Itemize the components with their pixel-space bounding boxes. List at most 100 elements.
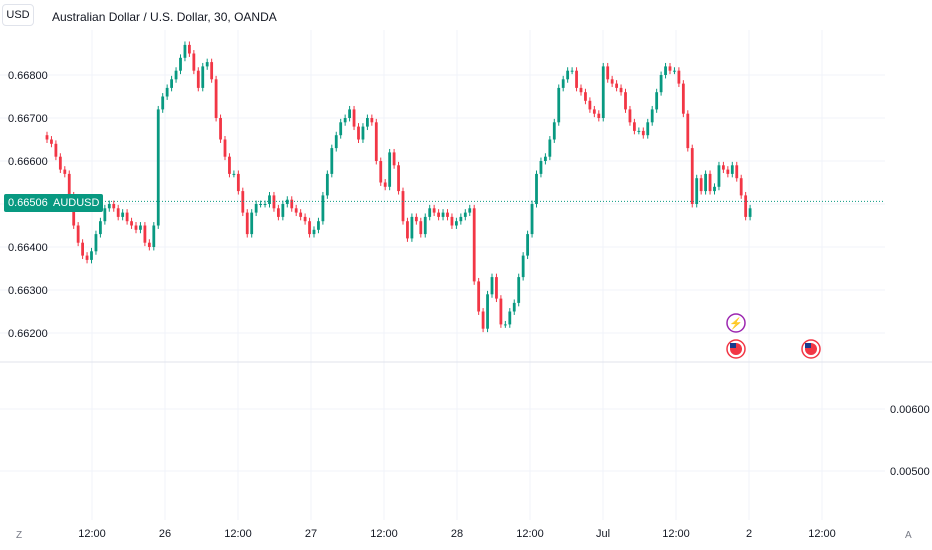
candle-body [201,66,205,88]
candle-body [107,204,111,209]
candle-body [472,208,476,282]
candle-body [615,83,618,88]
lightning-icon[interactable] [726,313,746,333]
candle-body [90,251,93,260]
candle-body [379,161,383,183]
candle-body [579,87,583,93]
candle-body [681,83,685,114]
candle-body [713,186,716,192]
time-tick-label: 12:00 [808,528,836,540]
candle-body [205,62,209,67]
time-tick-label: 2 [746,528,752,540]
candle-body [50,139,53,144]
candle-body [463,212,467,217]
candlestick-series [45,41,752,333]
price-tick-label: 0.66400 [8,242,48,254]
indicator-tick-label: 0.00600 [890,404,930,416]
candle-body [530,204,534,235]
chart-title: Australian Dollar / U.S. Dollar, 30, OAN… [52,10,277,24]
candle-body [575,70,578,88]
candle-body [317,221,320,230]
candle-body [54,143,58,157]
candle-body [748,208,752,217]
candle-body [366,118,369,127]
candle-body [552,122,556,140]
candle-body [210,62,214,80]
usa-flag-icon-canton [805,343,811,348]
candle-body [361,126,365,140]
candle-body [325,173,329,196]
candle-body [76,225,80,243]
time-tick-label: 12:00 [662,528,690,540]
symbol-label: AUDUSD [49,194,104,212]
currency-button[interactable]: USD [2,4,34,26]
candle-body [214,79,218,118]
candle-body [299,212,303,217]
candle-body [156,109,160,226]
candle-body [446,212,449,217]
candle-body [726,169,730,174]
candle-body [277,208,280,217]
candle-body [455,221,458,226]
candle-body [392,152,396,166]
candle-body [459,216,463,222]
time-tick-label: 12:00 [516,528,544,540]
candle-body [85,255,89,260]
candle-body [650,109,654,123]
candle-body [535,173,538,204]
candle-body [259,204,262,205]
timezone-button[interactable]: Z [16,530,23,541]
time-tick-label: 28 [451,528,463,540]
candle-body [58,156,62,170]
lightning-icon-glyph: ⚡ [729,317,743,330]
candle-body [294,208,298,213]
candle-body [486,294,489,329]
candle-body [94,234,98,252]
candle-body [601,66,605,118]
candle-body [450,216,454,226]
candle-body [130,221,133,226]
candle-body [637,130,641,132]
candle-body [722,165,725,170]
candle-body [192,53,196,71]
candle-body [99,221,102,235]
candle-body [419,221,423,235]
candle-body [285,199,289,204]
time-tick-label: 27 [305,528,317,540]
australia-flag-icon-canton [730,343,736,348]
candle-body [628,109,632,123]
candle-body [544,156,547,161]
candle-body [686,113,690,149]
candle-body [268,195,271,204]
candle-body [477,281,481,312]
candle-body [165,87,169,97]
indicator-axis[interactable]: 0.00600 0.00500 [890,404,930,478]
auto-scale-button[interactable]: A [905,530,912,541]
candle-body [624,92,627,110]
candle-body [334,135,338,149]
candle-body [690,148,694,204]
candle-body [570,70,574,72]
candle-body [432,208,436,213]
price-tick-label: 0.66600 [8,156,48,168]
candle-body [196,70,200,88]
candle-body [548,139,552,157]
candle-body [45,135,49,140]
candle-body [321,195,325,222]
candle-body [401,191,405,222]
candle-body [437,212,440,217]
candle-body [561,79,565,88]
event-markers[interactable]: ⚡ [726,313,821,359]
candle-body [566,70,570,80]
candle-body [641,130,645,136]
candle-body [557,87,561,123]
candle-body [397,165,400,192]
candle-body [183,44,187,58]
time-axis[interactable]: 12:00 26 12:00 27 12:00 28 12:00 Jul 12:00 2 12:00 [78,528,836,540]
candle-body [312,229,316,235]
candle-body [655,92,659,110]
candle-body [219,118,222,140]
candle-body [414,216,418,222]
candle-body [147,242,151,247]
